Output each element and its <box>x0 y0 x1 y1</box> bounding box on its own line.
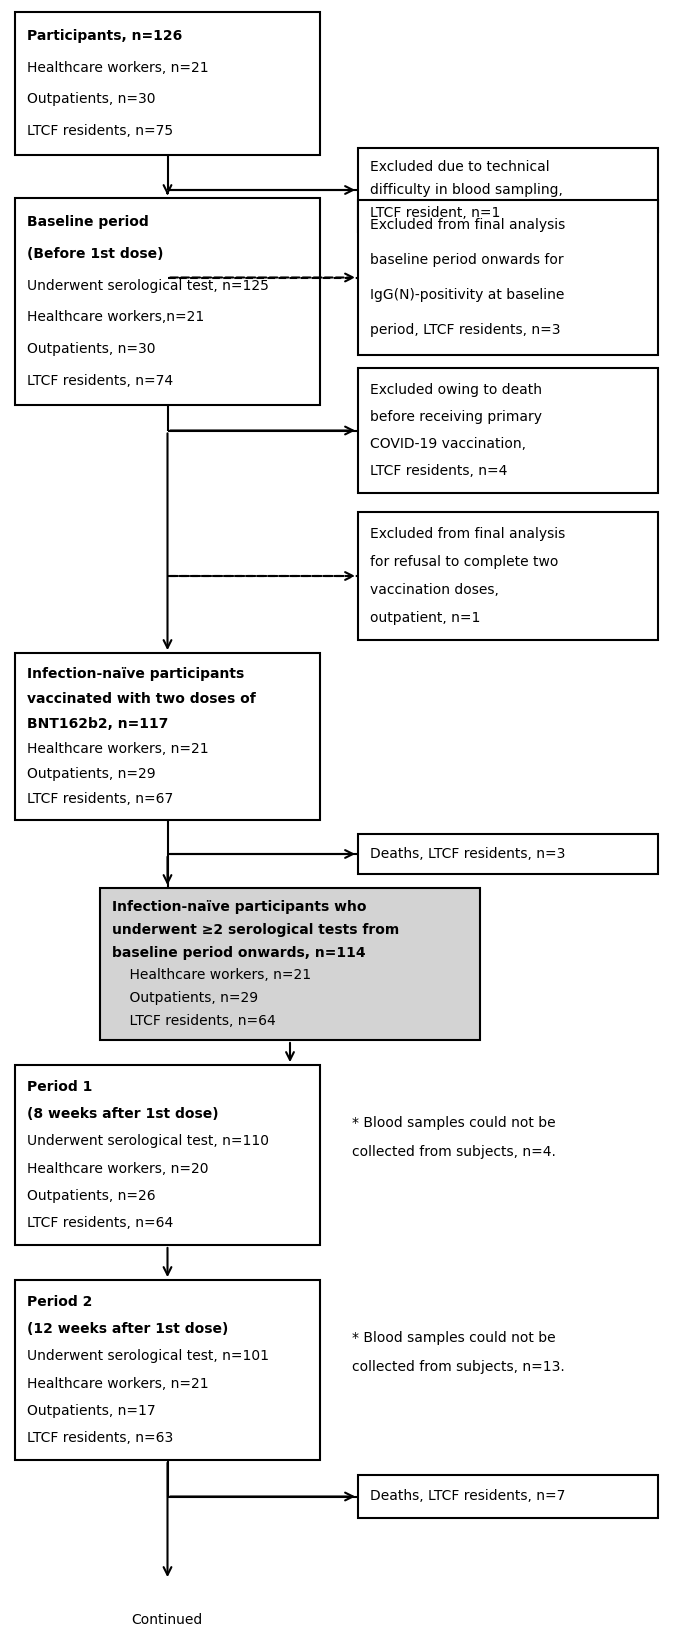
Bar <box>15 12 320 155</box>
Text: IgG(N)-positivity at baseline: IgG(N)-positivity at baseline <box>370 287 564 302</box>
Text: Outpatients, n=30: Outpatients, n=30 <box>27 342 156 357</box>
Text: LTCF residents, n=75: LTCF residents, n=75 <box>27 124 173 139</box>
Text: Outpatients, n=29: Outpatients, n=29 <box>27 767 156 781</box>
Text: Healthcare workers, n=21: Healthcare workers, n=21 <box>27 1376 209 1391</box>
Bar <box>358 512 658 639</box>
Text: Infection-naïve participants who: Infection-naïve participants who <box>112 900 367 914</box>
Bar <box>15 653 320 819</box>
Bar <box>358 834 658 874</box>
Text: collected from subjects, n=13.: collected from subjects, n=13. <box>352 1360 565 1374</box>
Text: Participants, n=126: Participants, n=126 <box>27 28 182 43</box>
Bar <box>358 1475 658 1518</box>
Text: Outpatients, n=30: Outpatients, n=30 <box>27 93 156 106</box>
Text: Deaths, LTCF residents, n=3: Deaths, LTCF residents, n=3 <box>370 847 565 861</box>
Text: LTCF residents, n=4: LTCF residents, n=4 <box>370 464 508 479</box>
Text: LTCF residents, n=64: LTCF residents, n=64 <box>112 1014 276 1028</box>
Text: LTCF residents, n=64: LTCF residents, n=64 <box>27 1216 173 1231</box>
Text: Excluded due to technical: Excluded due to technical <box>370 160 549 175</box>
Bar <box>100 889 480 1041</box>
Bar <box>15 1066 320 1246</box>
Text: Underwent serological test, n=110: Underwent serological test, n=110 <box>27 1135 269 1148</box>
Bar <box>15 198 320 405</box>
Text: before receiving primary: before receiving primary <box>370 410 542 425</box>
Bar <box>15 1280 320 1460</box>
Text: Healthcare workers, n=21: Healthcare workers, n=21 <box>27 61 209 74</box>
Text: outpatient, n=1: outpatient, n=1 <box>370 611 481 624</box>
Text: Period 2: Period 2 <box>27 1295 92 1308</box>
Text: for refusal to complete two: for refusal to complete two <box>370 555 558 568</box>
Text: underwent ≥2 serological tests from: underwent ≥2 serological tests from <box>112 923 399 937</box>
Text: LTCF residents, n=67: LTCF residents, n=67 <box>27 793 173 806</box>
Text: Healthcare workers, n=21: Healthcare workers, n=21 <box>27 742 209 757</box>
Text: Excluded from final analysis: Excluded from final analysis <box>370 527 565 540</box>
Bar <box>358 149 658 231</box>
Text: Excluded from final analysis: Excluded from final analysis <box>370 218 565 233</box>
Text: LTCF residents, n=74: LTCF residents, n=74 <box>27 373 173 388</box>
Text: (Before 1st dose): (Before 1st dose) <box>27 246 164 261</box>
Text: baseline period onwards, n=114: baseline period onwards, n=114 <box>112 945 365 960</box>
Text: vaccinated with two doses of: vaccinated with two doses of <box>27 692 255 705</box>
Bar <box>358 368 658 492</box>
Text: difficulty in blood sampling,: difficulty in blood sampling, <box>370 183 563 197</box>
Text: Healthcare workers, n=21: Healthcare workers, n=21 <box>112 968 311 983</box>
Text: Outpatients, n=17: Outpatients, n=17 <box>27 1404 156 1417</box>
Text: LTCF residents, n=63: LTCF residents, n=63 <box>27 1431 173 1446</box>
Text: LTCF resident, n=1: LTCF resident, n=1 <box>370 205 500 220</box>
Text: * Blood samples could not be: * Blood samples could not be <box>352 1115 555 1130</box>
Text: vaccination doses,: vaccination doses, <box>370 583 499 596</box>
Text: Continued: Continued <box>131 1612 203 1627</box>
Text: Period 1: Period 1 <box>27 1080 92 1094</box>
Text: Outpatients, n=29: Outpatients, n=29 <box>112 991 258 1004</box>
Text: Deaths, LTCF residents, n=7: Deaths, LTCF residents, n=7 <box>370 1490 565 1503</box>
Text: Infection-naïve participants: Infection-naïve participants <box>27 667 244 681</box>
Text: (8 weeks after 1st dose): (8 weeks after 1st dose) <box>27 1107 218 1122</box>
Text: Outpatients, n=26: Outpatients, n=26 <box>27 1189 156 1203</box>
Text: baseline period onwards for: baseline period onwards for <box>370 253 563 268</box>
Text: * Blood samples could not be: * Blood samples could not be <box>352 1332 555 1345</box>
Text: Underwent serological test, n=101: Underwent serological test, n=101 <box>27 1350 269 1363</box>
Text: collected from subjects, n=4.: collected from subjects, n=4. <box>352 1145 556 1160</box>
Bar <box>358 200 658 355</box>
Text: BNT162b2, n=117: BNT162b2, n=117 <box>27 717 168 730</box>
Text: COVID-19 vaccination,: COVID-19 vaccination, <box>370 438 526 451</box>
Text: Healthcare workers, n=20: Healthcare workers, n=20 <box>27 1161 208 1176</box>
Text: Excluded owing to death: Excluded owing to death <box>370 383 542 396</box>
Text: period, LTCF residents, n=3: period, LTCF residents, n=3 <box>370 322 561 337</box>
Text: Underwent serological test, n=125: Underwent serological test, n=125 <box>27 279 269 292</box>
Text: (12 weeks after 1st dose): (12 weeks after 1st dose) <box>27 1322 228 1336</box>
Text: Healthcare workers,n=21: Healthcare workers,n=21 <box>27 311 204 324</box>
Text: Baseline period: Baseline period <box>27 215 149 230</box>
